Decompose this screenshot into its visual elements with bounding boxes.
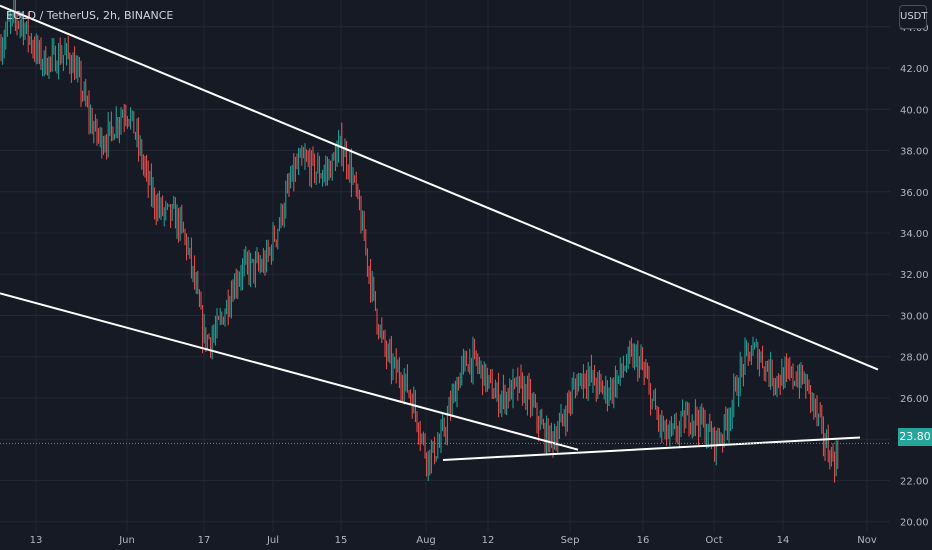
x-tick-label-7: Sep <box>561 535 580 546</box>
grid-lines <box>0 0 890 532</box>
x-tick-label-3: Jul <box>266 535 279 546</box>
y-tick-label-5: 34.00 <box>900 229 929 240</box>
y-tick-label-7: 30.00 <box>900 311 929 322</box>
y-tick-label-6: 32.00 <box>900 270 929 281</box>
x-tick-label-4: 15 <box>335 535 348 546</box>
y-tick-label-11: 22.00 <box>900 476 929 487</box>
x-tick-label-1: Jun <box>118 535 135 546</box>
candles <box>0 0 839 483</box>
y-tick-label-4: 36.00 <box>900 188 929 199</box>
x-tick-label-10: 14 <box>777 535 790 546</box>
y-tick-label-8: 28.00 <box>900 353 929 364</box>
y-tick-label-9: 26.00 <box>900 394 929 405</box>
y-axis: 44.0042.0040.0038.0036.0034.0032.0030.00… <box>900 23 929 529</box>
trendline-1 <box>0 292 579 451</box>
y-tick-label-12: 20.00 <box>900 518 929 529</box>
trendline-0 <box>0 4 879 371</box>
x-tick-label-9: Oct <box>705 535 722 546</box>
x-tick-label-5: Aug <box>416 535 436 546</box>
x-tick-label-2: 17 <box>198 535 211 546</box>
trendline-2 <box>442 436 861 461</box>
symbol-title: EGLD / TetherUS, 2h, BINANCE <box>6 9 174 22</box>
x-tick-label-0: 13 <box>30 535 43 546</box>
y-tick-label-1: 42.00 <box>900 64 929 75</box>
y-tick-label-2: 40.00 <box>900 105 929 116</box>
x-tick-label-8: 16 <box>637 535 650 546</box>
last-price-tag: 23.80 <box>898 428 932 446</box>
x-tick-label-11: Nov <box>857 535 877 546</box>
trendlines <box>0 4 879 461</box>
x-tick-label-6: 12 <box>482 535 495 546</box>
y-tick-label-3: 38.00 <box>900 147 929 158</box>
currency-unit-button[interactable]: USDT <box>899 5 927 29</box>
x-axis: 13 Jun 17 Jul 15 Aug 12 Sep 16 Oct 14 Nov <box>30 535 877 546</box>
